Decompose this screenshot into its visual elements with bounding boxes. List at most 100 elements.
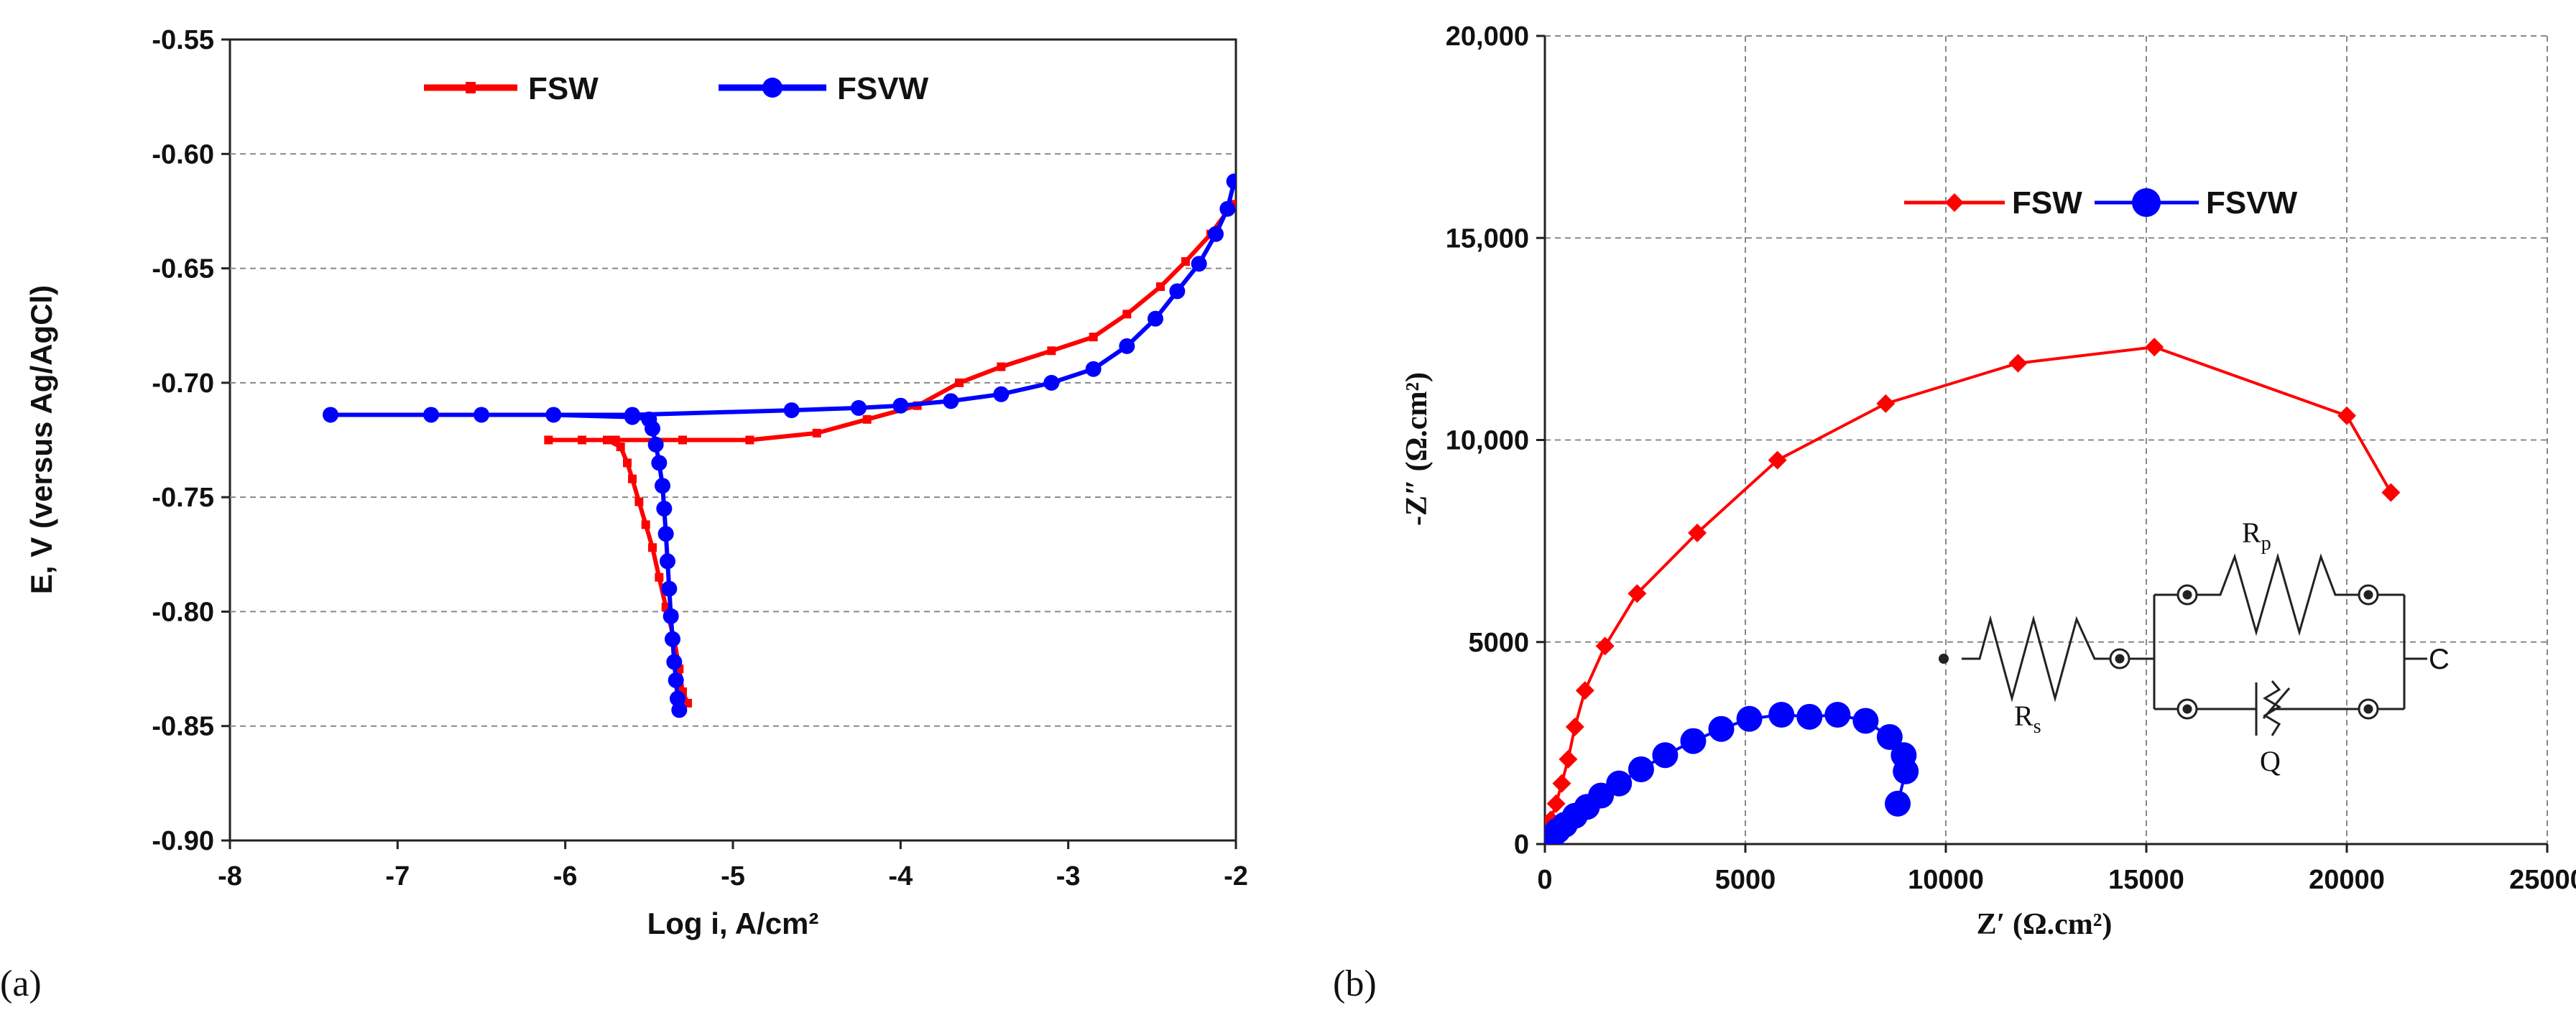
x-tick-label: -3 bbox=[1056, 861, 1081, 891]
legend-fsw-marker bbox=[466, 82, 476, 93]
data-point-fsvw bbox=[668, 672, 684, 688]
chart-a-ylabel: E, V (versus Ag/AgCl) bbox=[24, 285, 58, 594]
data-point-fsvw bbox=[1148, 310, 1163, 327]
data-point-fsw bbox=[2008, 353, 2028, 373]
data-point-fsw bbox=[1156, 282, 1165, 292]
data-point-fsvw bbox=[661, 580, 678, 597]
data-point-fsw bbox=[634, 497, 644, 506]
data-point-fsw bbox=[623, 458, 632, 468]
x-tick-label: 0 bbox=[1537, 865, 1552, 895]
x-tick-label: -8 bbox=[218, 861, 242, 891]
data-point-fsw bbox=[1628, 584, 1647, 603]
x-tick-label: -4 bbox=[888, 861, 913, 891]
data-point-fsvw bbox=[663, 608, 679, 624]
data-point-fsw bbox=[648, 543, 657, 552]
data-point-fsvw bbox=[1606, 770, 1633, 797]
data-point-fsvw bbox=[1768, 702, 1795, 728]
data-point-fsw bbox=[1575, 681, 1594, 700]
chart-b-ylabel: -Z″ (Ω.cm²) bbox=[1400, 372, 1434, 526]
circuit-node-dot bbox=[2182, 590, 2192, 600]
x-tick-label: 25000 bbox=[2509, 865, 2576, 895]
cpe-element-icon bbox=[2263, 680, 2281, 736]
chart-a-legend: FSW FSVW bbox=[424, 71, 929, 106]
x-tick-label: -6 bbox=[553, 861, 578, 891]
y-tick-label: -0.55 bbox=[152, 25, 214, 55]
data-point-fsw bbox=[1181, 257, 1190, 267]
rs-label-sub: s bbox=[2033, 715, 2041, 738]
rp-label-main: R bbox=[2242, 516, 2261, 549]
y-tick-label: 10,000 bbox=[1446, 426, 1529, 456]
data-point-fsvw bbox=[1708, 715, 1735, 742]
y-tick-label: -0.70 bbox=[152, 369, 214, 399]
circuit-node-dot bbox=[2115, 654, 2125, 664]
x-tick-label: -7 bbox=[385, 861, 410, 891]
data-point-fsvw bbox=[1736, 705, 1763, 732]
data-point-fsw bbox=[578, 435, 586, 445]
data-point-fsvw bbox=[657, 526, 674, 542]
chart-a: -0.90 -0.85 -0.80 -0.75 -0.70 -0.65 -0.60 -0.55… bbox=[0, 25, 1248, 1004]
data-point-fsw bbox=[616, 443, 625, 452]
chart-a-series bbox=[323, 173, 1236, 718]
y-tick-label: 0 bbox=[1514, 830, 1529, 860]
data-point-fsvw bbox=[1876, 723, 1903, 750]
legend-fsw-label: FSW bbox=[2012, 185, 2082, 221]
data-point-fsvw bbox=[665, 631, 680, 647]
data-point-fsw bbox=[1595, 636, 1615, 656]
cpe-arrow-icon bbox=[2262, 687, 2291, 719]
data-point-fsvw bbox=[660, 553, 675, 570]
data-point-fsw bbox=[611, 435, 620, 445]
data-point-fsvw bbox=[1852, 708, 1879, 734]
chart-b-series bbox=[1545, 338, 2401, 844]
chart-b-gridlines bbox=[1545, 35, 2548, 844]
data-point-fsvw bbox=[851, 399, 867, 416]
circuit-node-dot bbox=[2363, 590, 2373, 600]
data-point-fsvw bbox=[423, 407, 439, 423]
data-point-fsw bbox=[655, 573, 664, 582]
chart-b-ticks: 0 5000 10,000 15,000 20,000 0 5000 10000 15000 20… bbox=[1446, 22, 2576, 895]
data-point-fsw bbox=[1565, 717, 1584, 736]
x-tick-label: -2 bbox=[1224, 861, 1248, 891]
chart-a-gridlines bbox=[230, 153, 1236, 727]
data-point-fsvw bbox=[993, 386, 1010, 402]
legend-fsvw-label: FSVW bbox=[2206, 185, 2298, 221]
x-tick-label: 5000 bbox=[1715, 865, 1776, 895]
data-point-fsw bbox=[1089, 333, 1098, 342]
circuit-input-node bbox=[1939, 654, 1949, 664]
data-point-fsvw bbox=[1628, 756, 1654, 782]
chart-a-ticks: -0.90 -0.85 -0.80 -0.75 -0.70 -0.65 -0.60 -0.55… bbox=[152, 25, 1248, 891]
data-point-fsw bbox=[1546, 794, 1566, 813]
data-point-fsvw bbox=[647, 436, 664, 453]
data-point-fsw bbox=[544, 435, 553, 445]
y-tick-label: 20,000 bbox=[1446, 22, 1529, 52]
data-point-fsvw bbox=[1796, 703, 1823, 730]
data-point-fsvw bbox=[655, 478, 670, 494]
rs-resistor-icon bbox=[1962, 615, 2110, 703]
data-point-fsw bbox=[1688, 523, 1707, 542]
data-point-fsvw bbox=[651, 455, 668, 471]
data-point-fsw bbox=[2145, 338, 2164, 357]
data-point-fsw bbox=[1552, 774, 1571, 793]
data-point-fsvw bbox=[892, 397, 909, 414]
data-point-fsvw bbox=[545, 407, 562, 423]
legend-fsw-marker bbox=[1945, 193, 1964, 212]
circuit-end-label: C bbox=[2429, 644, 2450, 675]
data-point-fsvw bbox=[1893, 758, 1919, 784]
data-point-fsvw bbox=[670, 690, 685, 707]
y-tick-label: -0.65 bbox=[152, 254, 214, 284]
rp-label-sub: p bbox=[2261, 532, 2271, 555]
legend-fsw-label: FSW bbox=[528, 71, 599, 106]
data-point-fsw bbox=[1559, 749, 1578, 769]
data-point-fsvw bbox=[783, 402, 800, 419]
data-point-fsvw bbox=[1169, 283, 1186, 300]
data-point-fsw bbox=[1768, 450, 1787, 470]
data-point-fsvw bbox=[1824, 702, 1851, 728]
data-point-fsw bbox=[745, 435, 754, 445]
data-point-fsw bbox=[1122, 310, 1132, 319]
chart-b-legend: FSW FSVW bbox=[1904, 185, 2298, 221]
chart-b-xlabel: Z′ (Ω.cm²) bbox=[1977, 908, 2113, 941]
data-point-fsw bbox=[628, 474, 637, 483]
data-point-fsvw bbox=[1119, 338, 1135, 354]
data-point-fsvw bbox=[1219, 200, 1236, 217]
circuit-node-dot bbox=[2182, 704, 2192, 714]
